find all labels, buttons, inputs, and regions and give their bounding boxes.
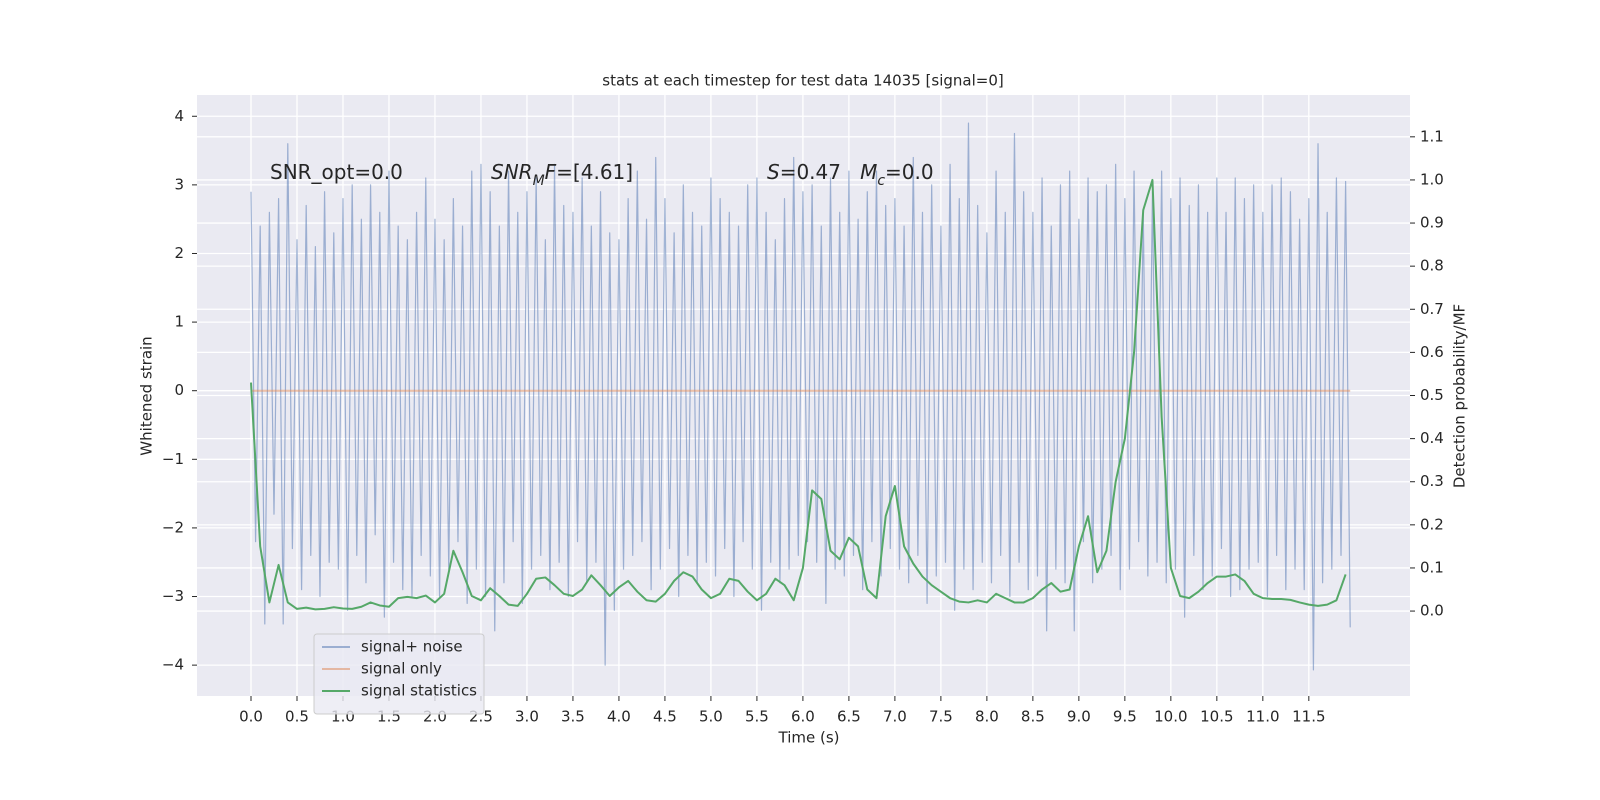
x-tick-label: 9.0 bbox=[1067, 708, 1091, 726]
y2-axis-label: Detection probability/MF bbox=[1451, 304, 1469, 488]
x-tick-label: 6.0 bbox=[791, 708, 815, 726]
y2-tick-label: 0.3 bbox=[1420, 472, 1444, 490]
series-line bbox=[249, 178, 1347, 611]
x-tick-label: 8.0 bbox=[975, 708, 999, 726]
annotation-part: =[4.61] bbox=[556, 160, 633, 184]
y2-tick-label: 1.0 bbox=[1420, 170, 1444, 188]
y-tick-label: 1 bbox=[174, 313, 184, 331]
y2-tick-label: 1.1 bbox=[1420, 127, 1444, 145]
annotation-part: SNR_opt=0.0 bbox=[270, 160, 403, 184]
x-tick-label: 4.0 bbox=[607, 708, 631, 726]
annotation-part: c bbox=[877, 173, 885, 189]
y2-tick-label: 0.2 bbox=[1420, 515, 1444, 533]
annotation-part: SNR bbox=[491, 160, 533, 184]
y-tick-label: −4 bbox=[162, 656, 184, 674]
y2-tick-label: 0.6 bbox=[1420, 343, 1444, 361]
annotation: S=0.47 Mc=0.0 bbox=[767, 160, 934, 190]
annotation-part: S bbox=[767, 160, 780, 184]
y2-tick-label: 0.9 bbox=[1420, 214, 1444, 232]
y-axis-label: Whitened strain bbox=[138, 336, 156, 455]
legend-label: signal statistics bbox=[361, 682, 477, 700]
x-tick-label: 7.5 bbox=[929, 708, 953, 726]
y-tick-label: 4 bbox=[174, 107, 184, 125]
x-tick-label: 11.5 bbox=[1292, 708, 1325, 726]
x-tick-label: 6.5 bbox=[837, 708, 861, 726]
y2-tick-label: 0.0 bbox=[1420, 602, 1444, 620]
x-axis-label: Time (s) bbox=[778, 729, 840, 747]
x-tick-label: 9.5 bbox=[1113, 708, 1137, 726]
x-tick-label: 10.5 bbox=[1200, 708, 1233, 726]
y2-tick-label: 0.7 bbox=[1420, 300, 1444, 318]
y2-tick-label: 0.8 bbox=[1420, 257, 1444, 275]
x-tick-label: 0.0 bbox=[239, 708, 263, 726]
x-tick-label: 0.5 bbox=[285, 708, 309, 726]
chart-title: stats at each timestep for test data 140… bbox=[602, 72, 1003, 90]
y-tick-label: 3 bbox=[174, 175, 184, 193]
legend-label: signal+ noise bbox=[361, 638, 463, 656]
annotation: SNR_opt=0.0 bbox=[270, 160, 403, 184]
y2-tick-label: 0.5 bbox=[1420, 386, 1444, 404]
y2-tick-label: 0.4 bbox=[1420, 429, 1444, 447]
x-tick-label: 11.0 bbox=[1246, 708, 1279, 726]
annotation-part: M bbox=[860, 160, 877, 184]
x-tick-label: 5.0 bbox=[699, 708, 723, 726]
y-tick-label: −3 bbox=[162, 587, 184, 605]
x-tick-label: 8.5 bbox=[1021, 708, 1045, 726]
x-tick-label: 3.0 bbox=[515, 708, 539, 726]
annotation: SNRMF=[4.61] bbox=[491, 160, 633, 190]
x-tick-label: 7.0 bbox=[883, 708, 907, 726]
x-tick-label: 4.5 bbox=[653, 708, 677, 726]
x-tick-label: 5.5 bbox=[745, 708, 769, 726]
legend-box bbox=[313, 633, 485, 715]
y-tick-label: 2 bbox=[174, 244, 184, 262]
annotation-part: F bbox=[545, 160, 557, 184]
y-tick-label: −2 bbox=[162, 518, 184, 536]
y-tick-label: 0 bbox=[174, 381, 184, 399]
y-tick-label: −1 bbox=[162, 450, 184, 468]
x-tick-label: 3.5 bbox=[561, 708, 585, 726]
annotation-part: M bbox=[533, 173, 545, 189]
y2-tick-label: 0.1 bbox=[1420, 558, 1444, 576]
x-tick-label: 10.0 bbox=[1154, 708, 1187, 726]
annotation-part: =0.47 bbox=[780, 160, 860, 184]
legend-label: signal only bbox=[361, 660, 442, 678]
annotation-part: =0.0 bbox=[885, 160, 934, 184]
